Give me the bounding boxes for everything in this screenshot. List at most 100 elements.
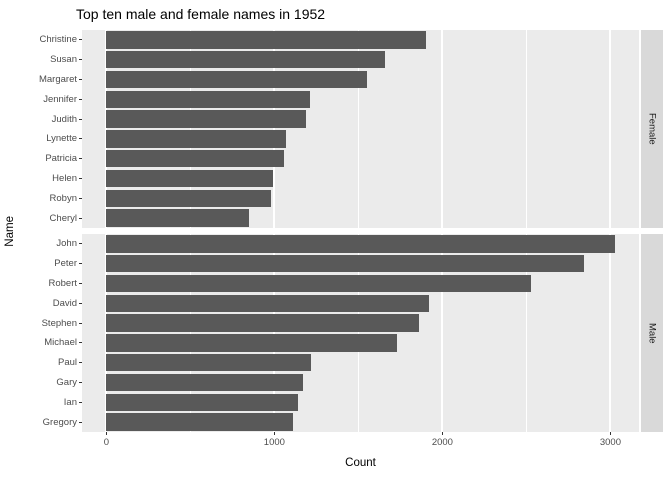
gridline-minor	[526, 234, 528, 432]
facet-strip-female: Female	[641, 30, 663, 228]
ytick-label: Cheryl	[49, 212, 77, 224]
xtick-mark	[106, 432, 108, 435]
gridline-minor	[526, 30, 528, 228]
ytick-row: Peter	[0, 254, 82, 274]
ytick-row: Robert	[0, 274, 82, 294]
bar-gary	[106, 373, 303, 392]
bar-judith	[106, 110, 307, 128]
ytick-row: Helen	[0, 169, 82, 189]
ytick-label: Judith	[51, 113, 77, 125]
ytick-mark	[79, 302, 82, 304]
bar-row	[82, 254, 639, 274]
bar-row	[82, 333, 639, 353]
facet-strip-label: Male	[646, 322, 658, 344]
ytick-mark	[79, 421, 82, 423]
bar-david	[106, 294, 429, 312]
ytick-label: David	[52, 297, 77, 309]
bar-gregory	[106, 413, 293, 431]
ytick-mark	[79, 243, 82, 245]
bar-row	[82, 188, 639, 208]
ytick-label: Jennifer	[43, 93, 77, 105]
bar-row	[82, 412, 639, 432]
bar-rows	[82, 30, 639, 228]
ytick-mark	[79, 78, 82, 80]
ytick-mark	[79, 282, 82, 284]
ytick-mark	[79, 197, 82, 199]
gridline-major	[105, 234, 108, 432]
ytick-label: John	[56, 238, 77, 250]
ytick-mark	[79, 217, 82, 219]
ytick-row: Michael	[0, 333, 82, 353]
ytick-mark	[79, 118, 82, 120]
ytick-row: Judith	[0, 109, 82, 129]
ytick-label: Gregory	[42, 416, 77, 428]
bar-row	[82, 50, 639, 70]
gridline-major	[273, 234, 276, 432]
facet-strip-label: Female	[646, 113, 658, 145]
bar-patricia	[106, 149, 285, 168]
ytick-row: Gregory	[0, 412, 82, 432]
xtick-mark	[610, 432, 612, 435]
ytick-mark	[79, 381, 82, 383]
y-axis-labels-female: Christine Susan Margaret Jennifer Judith Lyne…	[0, 30, 82, 228]
chart-title: Top ten male and female names in 1952	[76, 6, 326, 22]
x-axis-title: Count	[345, 457, 376, 469]
ytick-row: Ian	[0, 392, 82, 412]
ytick-mark	[79, 59, 82, 61]
gridline-minor	[358, 30, 360, 228]
y-axis-labels-male: John Peter Robert David Stephen Michael Paul Ga…	[0, 234, 82, 432]
gridline-minor	[358, 234, 360, 432]
facet-panel-female	[82, 30, 639, 228]
bar-christine	[106, 31, 426, 49]
ytick-label: Peter	[54, 258, 77, 270]
x-axis: 0 1000 2000 3000	[82, 432, 639, 454]
bar-robyn	[106, 189, 272, 207]
ytick-mark	[79, 263, 82, 265]
ytick-row: Lynette	[0, 129, 82, 149]
bar-stephen	[106, 314, 419, 332]
bar-ian	[106, 393, 298, 411]
bar-michael	[106, 334, 398, 352]
ytick-mark	[79, 342, 82, 344]
ytick-mark	[79, 177, 82, 179]
bar-rows	[82, 234, 639, 432]
bar-row	[82, 169, 639, 189]
gridline-major	[441, 234, 444, 432]
gridline-major	[609, 234, 612, 432]
ytick-mark	[79, 362, 82, 364]
bar-row	[82, 89, 639, 109]
bar-peter	[106, 255, 584, 273]
ytick-label: Robert	[48, 277, 77, 289]
ytick-label: Gary	[56, 376, 77, 388]
bar-cheryl	[106, 209, 250, 227]
bar-susan	[106, 51, 386, 69]
xtick-mark	[442, 432, 444, 435]
gridline-major	[273, 30, 276, 228]
ytick-row: Susan	[0, 50, 82, 70]
bar-row	[82, 70, 639, 90]
ytick-row: Margaret	[0, 70, 82, 90]
bar-row	[82, 313, 639, 333]
bar-row	[82, 293, 639, 313]
bar-row	[82, 234, 639, 254]
ytick-mark	[79, 158, 82, 160]
ytick-label: Helen	[52, 172, 77, 184]
ytick-row: Christine	[0, 30, 82, 50]
bar-helen	[106, 169, 273, 188]
bar-john	[106, 235, 616, 253]
ytick-label: Susan	[50, 54, 77, 66]
bar-row	[82, 392, 639, 412]
ytick-mark	[79, 322, 82, 324]
ytick-label: Paul	[57, 357, 77, 369]
ytick-row: Stephen	[0, 313, 82, 333]
bar-lynette	[106, 130, 287, 148]
bar-robert	[106, 274, 532, 293]
ytick-row: John	[0, 234, 82, 254]
ytick-mark	[79, 39, 82, 41]
ytick-row: Cheryl	[0, 208, 82, 228]
ytick-label: Ian	[63, 396, 77, 408]
bar-row	[82, 373, 639, 393]
ytick-row: Robyn	[0, 188, 82, 208]
bar-row	[82, 109, 639, 129]
